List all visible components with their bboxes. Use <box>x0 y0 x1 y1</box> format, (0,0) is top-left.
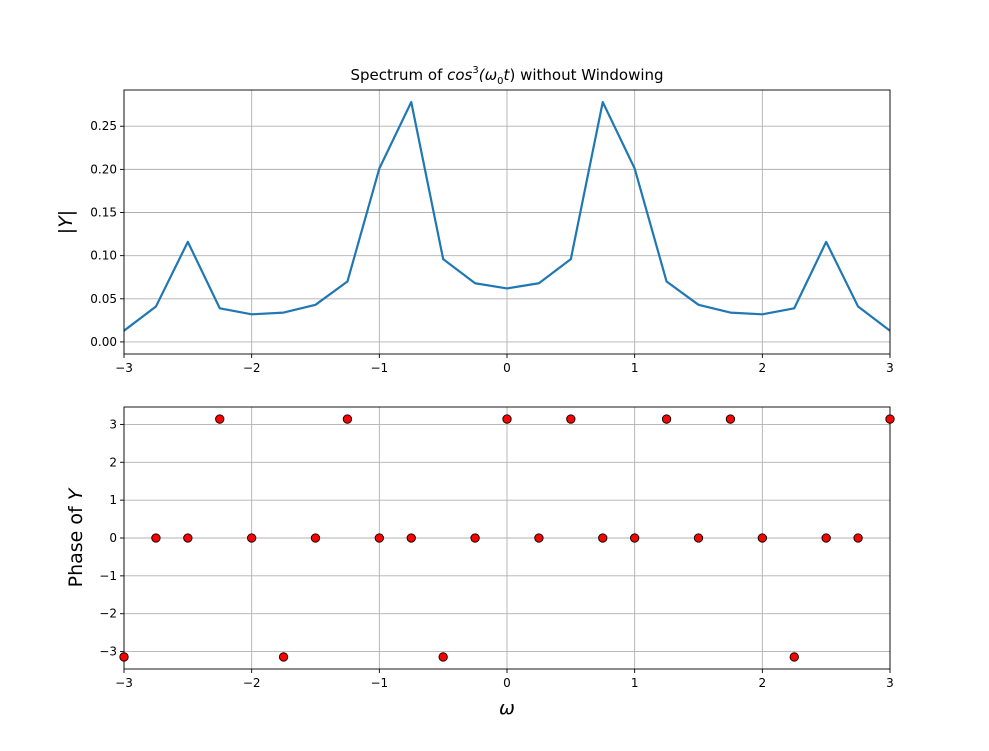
x-tick-label: 3 <box>886 361 894 375</box>
y-tick-label: 2 <box>109 455 117 469</box>
y-tick-label: 0.00 <box>90 335 117 349</box>
phase-point <box>598 533 608 543</box>
phase-ylabel-prefix: Phase of <box>65 500 87 587</box>
phase-point <box>853 533 863 543</box>
phase-point <box>278 652 289 662</box>
magnitude-ylabel-bar-right: | <box>55 210 77 216</box>
phase-point <box>630 533 640 543</box>
y-tick-label: 1 <box>109 493 117 507</box>
title-t: t <box>504 66 511 84</box>
y-tick-label: −1 <box>99 569 117 583</box>
title-cos: cos <box>447 66 472 84</box>
phase-point <box>151 533 161 543</box>
phase-ylabel: Phase of Y <box>65 487 87 587</box>
x-tick-label: −1 <box>370 676 388 690</box>
magnitude-ylabel-bar-left: | <box>55 228 77 234</box>
phase-point <box>789 652 799 662</box>
phase-point <box>470 533 480 543</box>
magnitude-ylabel-var: Y <box>55 215 77 228</box>
phase-point <box>661 414 672 424</box>
phase-point <box>502 414 512 424</box>
x-tick-label: 1 <box>631 361 639 375</box>
phase-ylabel-var: Y <box>65 487 87 500</box>
phase-point <box>183 533 193 543</box>
y-tick-label: 3 <box>109 417 117 431</box>
magnitude-grid <box>123 90 891 354</box>
x-tick-label: 2 <box>759 361 767 375</box>
title-suffix: without Windowing <box>515 66 663 84</box>
x-tick-label: 0 <box>503 361 511 375</box>
phase-grid <box>123 407 891 669</box>
x-tick-label: −1 <box>370 361 388 375</box>
x-tick-label: 1 <box>631 676 639 690</box>
phase-point <box>247 533 257 543</box>
y-tick-label: 0 <box>109 531 117 545</box>
phase-point <box>119 652 129 662</box>
title-exponent: 3 <box>472 65 478 76</box>
phase-point <box>757 533 767 543</box>
phase-xlabel: ω <box>499 697 515 719</box>
phase-point <box>566 414 576 424</box>
chart-title: Spectrum of cos3(ω0t) without Windowing <box>350 65 663 87</box>
phase-point <box>342 414 353 424</box>
y-tick-label: −3 <box>99 645 117 659</box>
y-tick-label: 0.05 <box>90 292 117 306</box>
phase-point <box>406 533 416 543</box>
phase-point <box>215 414 225 424</box>
y-tick-label: 0.20 <box>90 162 117 176</box>
x-tick-label: −2 <box>243 361 261 375</box>
title-close: ) <box>509 66 515 84</box>
y-tick-label: 0.15 <box>90 206 117 220</box>
phase-point <box>438 652 448 662</box>
phase-point <box>374 533 384 543</box>
y-tick-label: 0.10 <box>90 249 117 263</box>
magnitude-series <box>123 100 891 332</box>
phase-series <box>119 414 895 662</box>
magnitude-ylabel: |Y| <box>55 210 77 234</box>
phase-point <box>821 533 831 543</box>
y-tick-label: −2 <box>99 607 117 621</box>
x-tick-label: −2 <box>243 676 261 690</box>
magnitude-ticks: −3 −2 −1 0 1 2 3 0.00 0.05 0.10 0.15 0.20 0.25 <box>90 119 894 375</box>
x-tick-label: −3 <box>115 361 133 375</box>
magnitude-panel: −3 −2 −1 0 1 2 3 0.00 0.05 0.10 0.15 0.20 0.25 |Y| <box>55 89 894 375</box>
x-tick-label: −3 <box>115 676 133 690</box>
x-tick-label: 0 <box>503 676 511 690</box>
title-prefix: Spectrum of <box>350 66 447 84</box>
phase-point <box>693 533 704 543</box>
phase-point <box>534 533 544 543</box>
magnitude-line <box>123 100 891 332</box>
phase-point <box>885 414 895 424</box>
phase-point <box>725 414 736 424</box>
x-tick-label: 3 <box>886 676 894 690</box>
x-tick-label: 2 <box>759 676 767 690</box>
phase-point <box>310 533 321 543</box>
y-tick-label: 0.25 <box>90 119 117 133</box>
title-omega: (ω <box>479 66 497 84</box>
title-subscript: 0 <box>497 76 503 87</box>
phase-panel: −3 −2 −1 0 1 2 3 −3 −2 −1 0 1 2 3 Phase of Y ω <box>65 406 895 719</box>
phase-ticks: −3 −2 −1 0 1 2 3 −3 −2 −1 0 1 2 3 <box>99 417 894 690</box>
